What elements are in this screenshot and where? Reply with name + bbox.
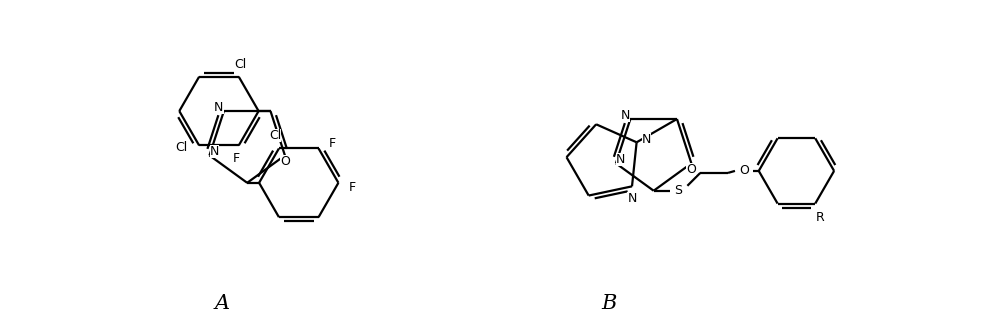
Text: A: A [215, 294, 230, 313]
Text: R: R [816, 211, 825, 224]
Text: B: B [601, 294, 617, 313]
Text: N: N [642, 133, 651, 146]
Text: F: F [349, 181, 356, 194]
Text: N: N [616, 153, 626, 166]
Text: N: N [627, 192, 637, 205]
Text: Cl: Cl [269, 129, 281, 142]
Text: S: S [674, 184, 682, 197]
Text: O: O [739, 164, 749, 177]
Text: N: N [621, 109, 630, 121]
Text: F: F [233, 152, 240, 165]
Text: O: O [686, 163, 696, 176]
Text: Cl: Cl [235, 58, 247, 71]
Text: F: F [329, 137, 336, 150]
Text: O: O [280, 155, 290, 168]
Text: N: N [210, 145, 219, 158]
Text: N: N [214, 100, 224, 114]
Text: Cl: Cl [175, 141, 187, 154]
